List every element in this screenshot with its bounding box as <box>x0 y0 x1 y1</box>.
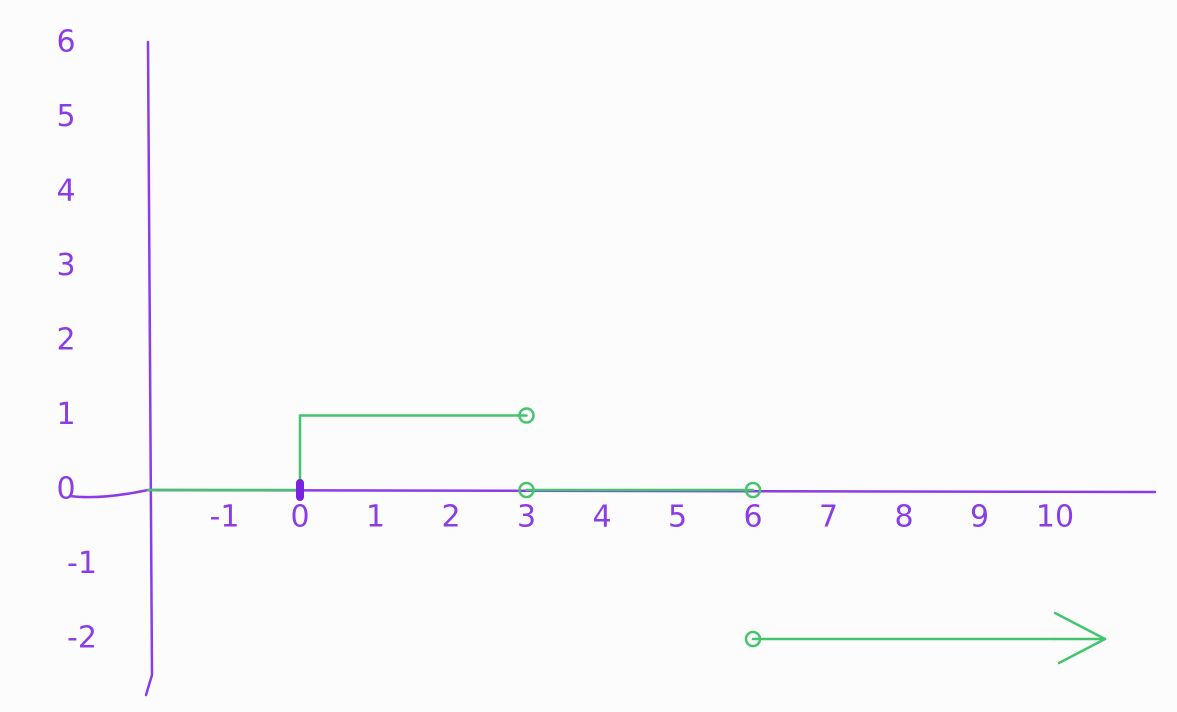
point-markers <box>296 407 762 648</box>
y-tick-label: 0 <box>56 472 75 507</box>
segment-end-marker <box>518 407 535 424</box>
x-tick-label: 3 <box>517 500 536 535</box>
x-tick-label: 4 <box>592 500 611 535</box>
y-tick-label: -1 <box>67 546 97 581</box>
y-tick-label: 3 <box>56 248 75 283</box>
y-tick-label: 5 <box>56 99 75 134</box>
y-tick-label: 2 <box>56 323 75 358</box>
y-axis-line <box>144 40 154 697</box>
x-tick-label: 9 <box>970 500 989 535</box>
x-tick-label: 2 <box>441 500 460 535</box>
segment-end-marker <box>296 479 304 501</box>
x-tick-label: 6 <box>743 500 762 535</box>
axes <box>68 40 1157 697</box>
x-tick-label: 0 <box>290 500 309 535</box>
x-tick-label: 10 <box>1036 500 1074 535</box>
x-tick-label: -1 <box>210 500 240 535</box>
x-tick-label: 8 <box>894 500 913 535</box>
x-tick-label: 7 <box>819 500 838 535</box>
y-tick-label: -2 <box>67 621 97 656</box>
segment-end-marker <box>744 481 762 499</box>
x-tick-label: 1 <box>366 500 385 535</box>
y-tick-label: 6 <box>56 25 75 60</box>
y-tick-label: 1 <box>56 397 75 432</box>
series-segments <box>146 414 1107 665</box>
segment-start-marker <box>518 481 535 499</box>
segment-start-marker <box>744 630 762 648</box>
x-tick-label: 5 <box>668 500 687 535</box>
arrow-head <box>1053 611 1107 665</box>
y-tick-label: 4 <box>56 174 75 209</box>
